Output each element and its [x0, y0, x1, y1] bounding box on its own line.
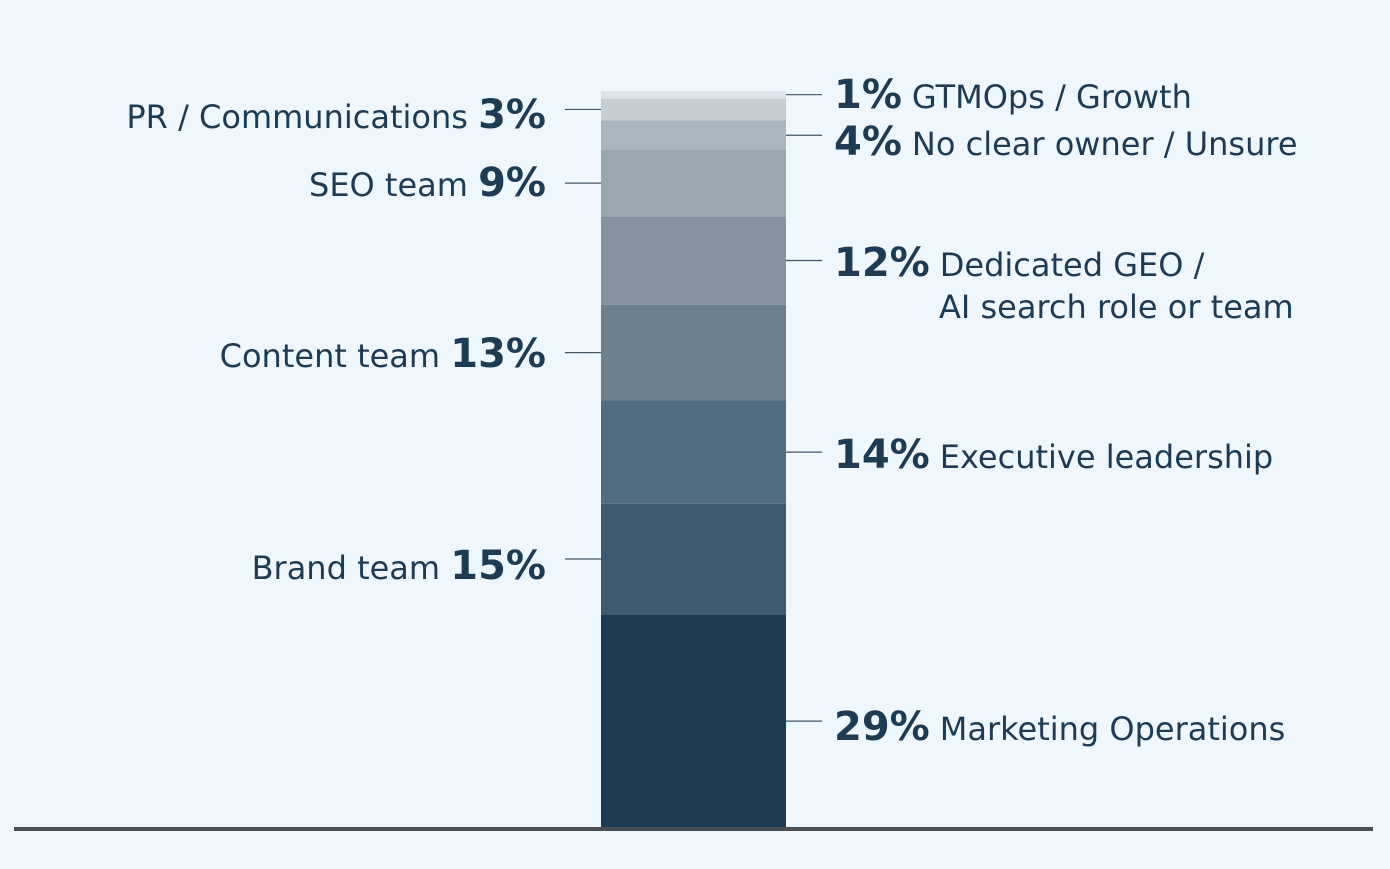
label-pr-communications: PR / Communications 3%: [126, 92, 546, 138]
label-no-clear-owner-unsure: 4% No clear owner / Unsure: [834, 119, 1298, 165]
label-executive-leadership: 14% Executive leadership: [834, 432, 1273, 478]
value-label-seo-team: 9%: [478, 160, 546, 206]
category-label-content-team: Content team: [220, 337, 451, 375]
value-label-gtmops-growth: 1%: [834, 72, 902, 118]
value-label-dedicated-geo-ai-search-role-or-team: 12%: [834, 240, 930, 286]
label-gtmops-growth: 1% GTMOps / Growth: [834, 72, 1192, 118]
bar-segment-content-team: [601, 304, 786, 401]
category-label-dedicated-geo-ai-search-role-or-team-line2: AI search role or team: [939, 288, 1294, 326]
bar-segment-seo-team: [601, 149, 786, 217]
category-label-seo-team: SEO team: [309, 166, 478, 204]
category-label-gtmops-growth: GTMOps / Growth: [912, 78, 1192, 116]
category-label-brand-team: Brand team: [252, 549, 451, 587]
leader-lines: [565, 94, 822, 722]
category-label-no-clear-owner-unsure: No clear owner / Unsure: [912, 125, 1298, 163]
bar-segment-no-clear-owner-unsure: [601, 120, 786, 150]
value-label-content-team: 13%: [450, 331, 546, 377]
value-label-executive-leadership: 14%: [834, 432, 930, 478]
value-label-marketing-operations: 29%: [834, 704, 930, 750]
label-dedicated-geo-ai-search-role-or-team: 12% Dedicated GEO /: [834, 240, 1205, 286]
label-content-team: Content team 13%: [220, 331, 546, 377]
bar-segment-brand-team: [601, 503, 786, 615]
bar-segment-pr-communications: [601, 98, 786, 121]
category-label-dedicated-geo-ai-search-role-or-team: Dedicated GEO /: [940, 246, 1205, 284]
value-label-no-clear-owner-unsure: 4%: [834, 119, 902, 165]
category-label-marketing-operations: Marketing Operations: [940, 710, 1286, 748]
bar-segment-marketing-operations: [601, 614, 786, 828]
bar-segment-executive-leadership: [601, 400, 786, 504]
bar-segments: [601, 91, 786, 828]
label-marketing-operations: 29% Marketing Operations: [834, 704, 1285, 750]
value-label-brand-team: 15%: [450, 543, 546, 589]
category-label-executive-leadership: Executive leadership: [940, 438, 1273, 476]
label-brand-team: Brand team 15%: [252, 543, 546, 589]
label-seo-team: SEO team 9%: [309, 160, 546, 206]
segment-labels: 29% Marketing Operations Brand team 15% 14%…: [126, 72, 1297, 750]
category-label-pr-communications: PR / Communications: [126, 98, 478, 136]
value-label-pr-communications: 3%: [478, 92, 546, 138]
bar-segment-dedicated-geo-ai-search-role-or-team: [601, 216, 786, 305]
bar-segment-gtmops-growth: [601, 91, 786, 99]
